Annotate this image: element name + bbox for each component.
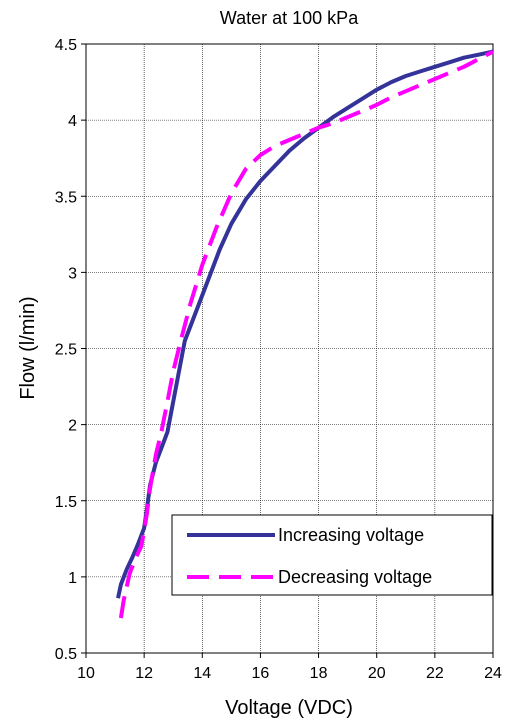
y-tick-label: 0.5	[55, 646, 77, 663]
x-tick-label: 14	[193, 665, 211, 682]
chart-title: Water at 100 kPa	[220, 8, 359, 28]
data-series	[116, 49, 494, 619]
y-tick-label: 4	[68, 113, 77, 130]
x-tick-label: 10	[77, 665, 95, 682]
series-line-decreasing-voltage	[118, 49, 494, 619]
legend-box	[171, 514, 493, 596]
legend: Increasing voltage Decreasing voltage	[171, 514, 493, 596]
tick-labels: 10 12 14 16 18 20 22 24 0.5 1 1.5 2 2.5 3 3.5 4 4.5	[55, 37, 502, 682]
x-tick-label: 18	[310, 665, 328, 682]
x-tick-label: 20	[368, 665, 386, 682]
axis-ticks	[81, 43, 494, 658]
x-tick-label: 22	[426, 665, 444, 682]
y-tick-label: 3.5	[55, 189, 77, 206]
legend-label-decreasing-voltage: Decreasing voltage	[278, 567, 432, 587]
y-tick-label: 1	[68, 570, 77, 587]
y-tick-label: 4.5	[55, 37, 77, 54]
x-tick-label: 16	[252, 665, 270, 682]
grid-lines	[86, 44, 493, 653]
y-tick-label: 1.5	[55, 494, 77, 511]
x-tick-label: 24	[484, 665, 502, 682]
y-tick-label: 2.5	[55, 342, 77, 359]
y-tick-label: 2	[68, 418, 77, 435]
x-tick-label: 12	[135, 665, 153, 682]
y-tick-label: 3	[68, 265, 77, 282]
legend-label-increasing-voltage: Increasing voltage	[278, 525, 424, 545]
y-axis-title: Flow (l/min)	[17, 296, 39, 399]
x-axis-title: Voltage (VDC)	[225, 697, 353, 719]
